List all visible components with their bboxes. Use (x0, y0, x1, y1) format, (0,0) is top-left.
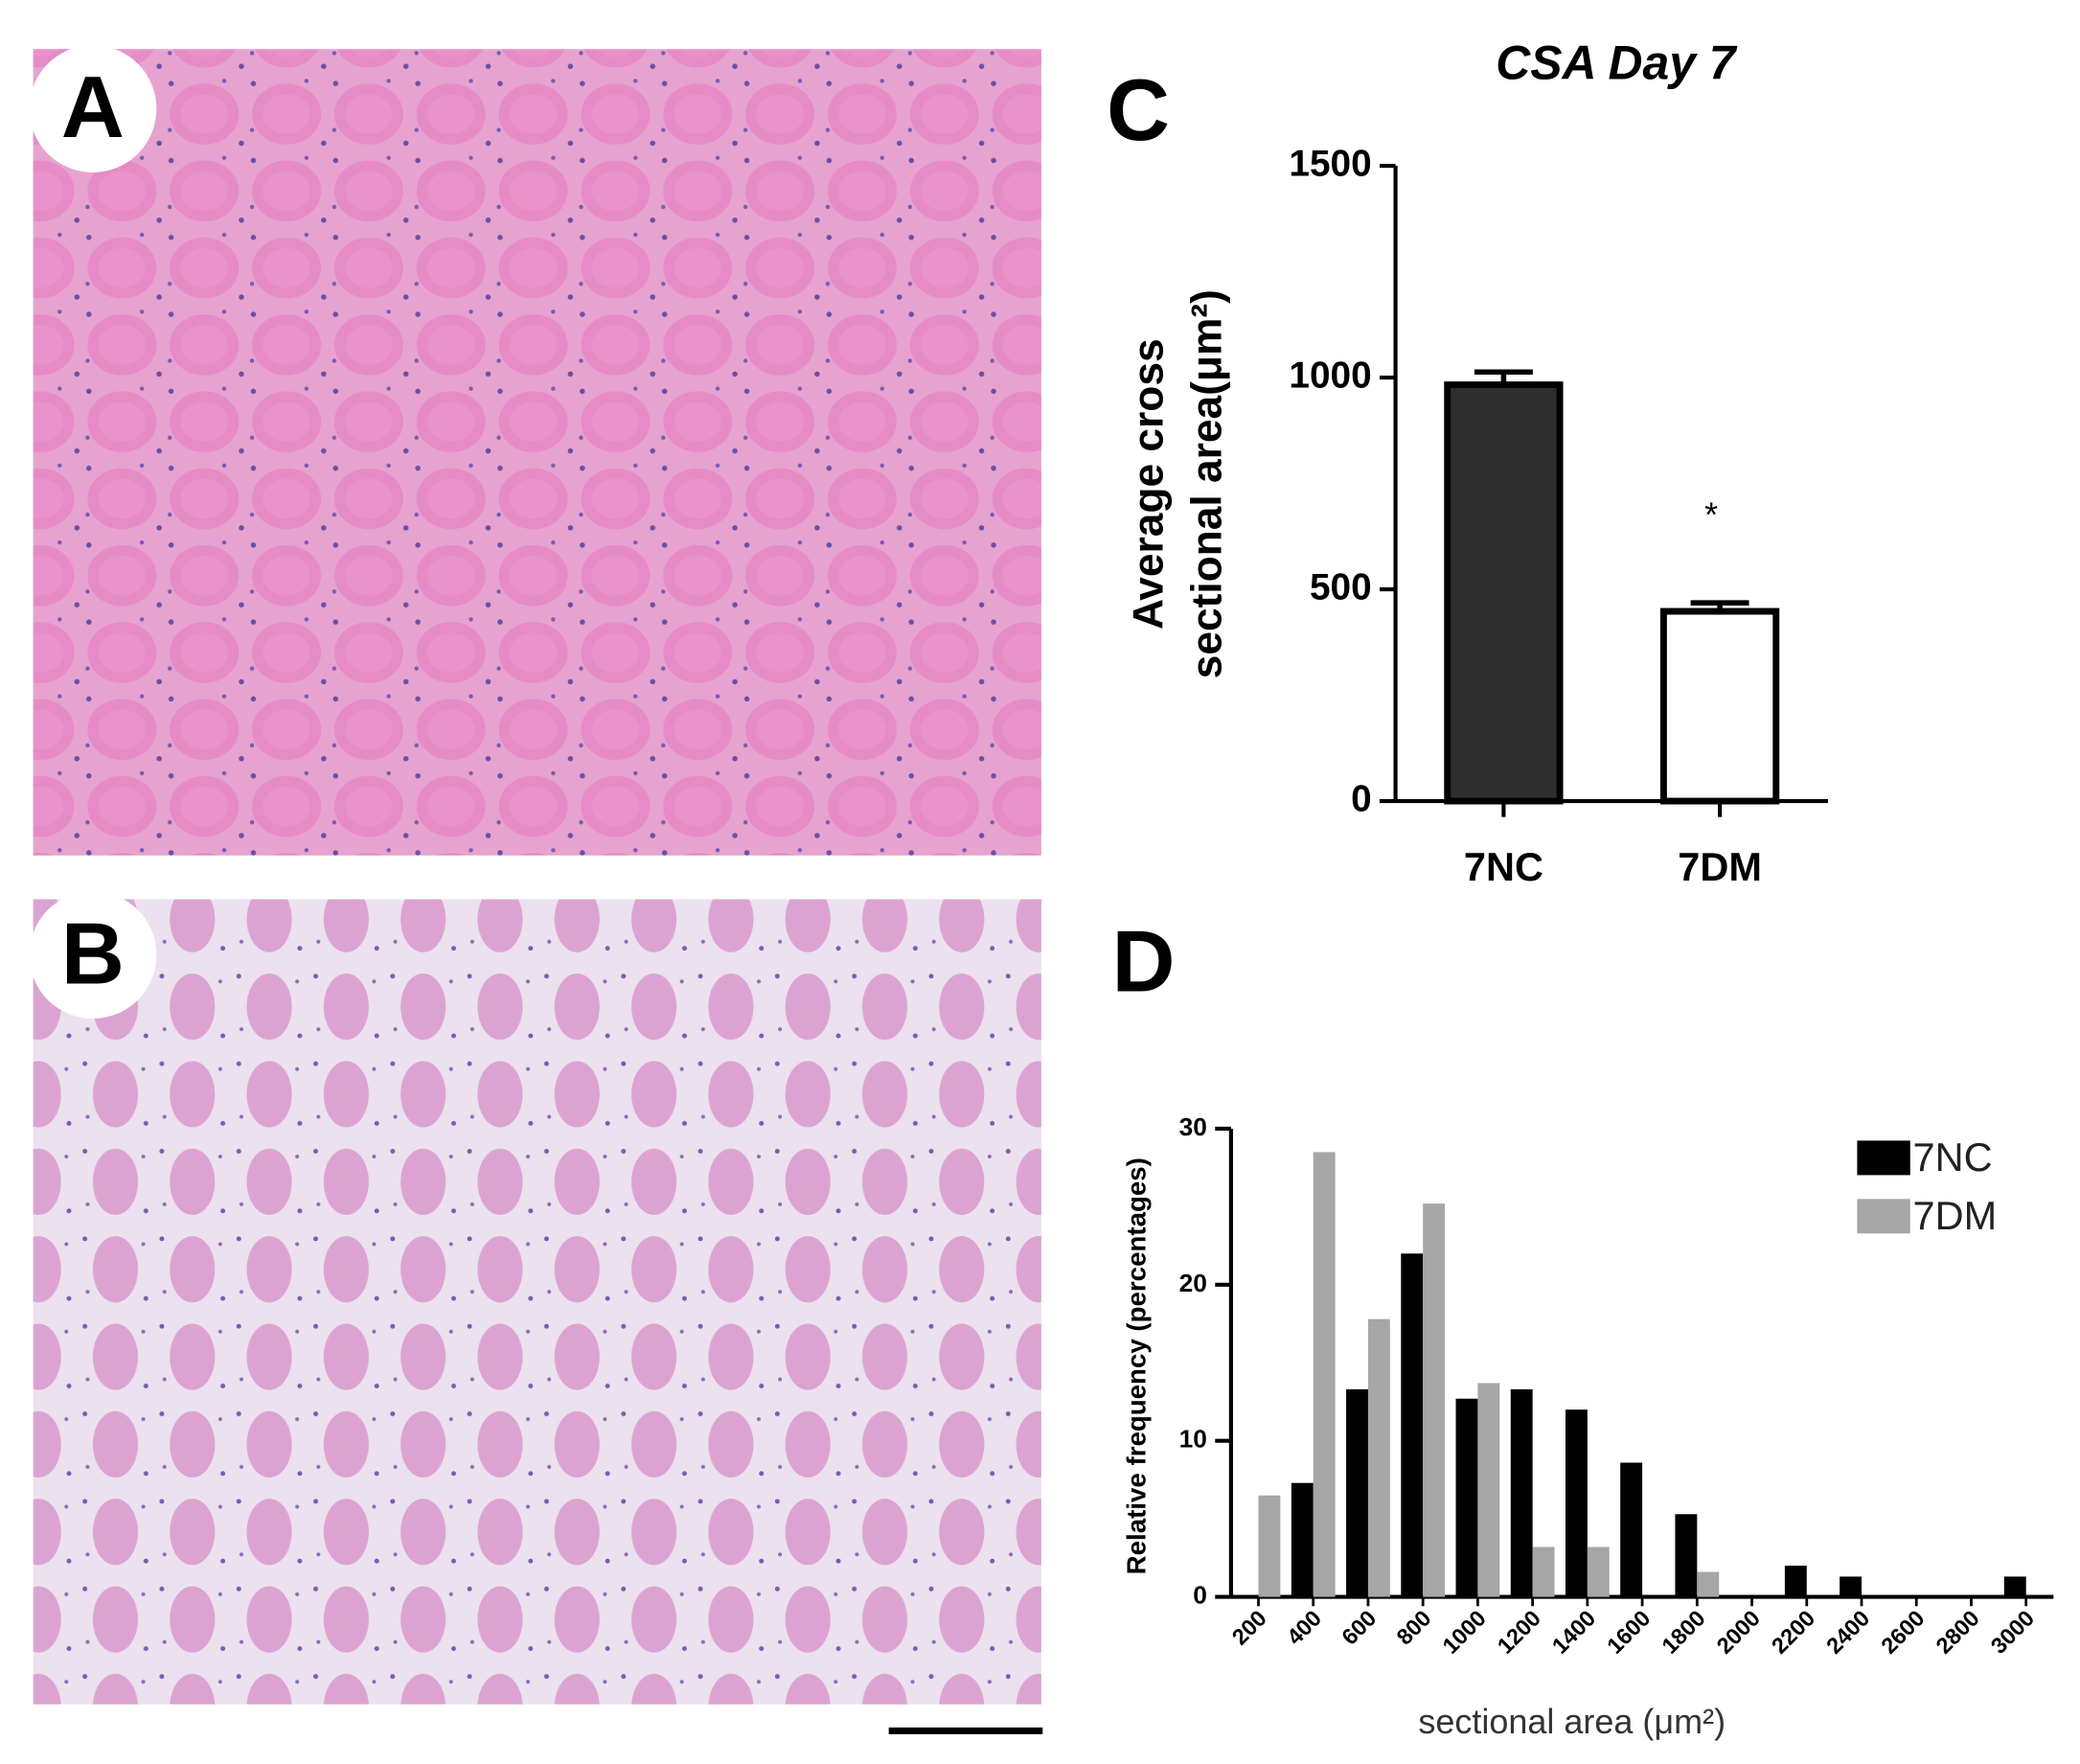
y-axis-label: sectional area(μm²) (1183, 289, 1230, 678)
x-tick-label: 2000 (1712, 1606, 1765, 1659)
legend-swatch (1857, 1140, 1910, 1176)
x-tick-label: 1800 (1657, 1606, 1709, 1659)
x-tick-label: 3000 (1986, 1606, 2039, 1659)
bar (1840, 1576, 1863, 1597)
y-tick-label: 0 (1351, 778, 1372, 819)
y-tick-label: 500 (1310, 566, 1372, 607)
bar (1455, 1398, 1478, 1597)
panel-badge (29, 45, 157, 172)
bar (1784, 1566, 1807, 1597)
panel-label: A (61, 58, 125, 156)
x-tick-label: 1200 (1493, 1606, 1545, 1659)
y-tick-label: 1000 (1289, 355, 1371, 396)
x-tick-label: 2800 (1931, 1606, 1984, 1659)
bar (1510, 1388, 1533, 1597)
micrograph-b (33, 899, 1041, 1705)
x-tick-label: 800 (1392, 1606, 1436, 1650)
panel-label: C (1107, 61, 1170, 159)
significance-mark: * (1704, 494, 1718, 534)
legend-swatch (1857, 1199, 1910, 1234)
bar (1587, 1546, 1610, 1597)
bar (1313, 1152, 1336, 1597)
bar (1401, 1253, 1424, 1597)
x-tick-label: 1600 (1602, 1606, 1655, 1659)
bar (1697, 1571, 1720, 1597)
y-tick-label: 30 (1179, 1112, 1207, 1141)
panel-badge (29, 891, 157, 1019)
panel-label: D (1111, 913, 1175, 1011)
micrograph-a (33, 49, 1041, 856)
x-tick-label: 1000 (1437, 1606, 1490, 1659)
panel-label: B (61, 905, 125, 1002)
x-tick-label: 7NC (1464, 844, 1543, 889)
y-axis-label: Average cross (1126, 338, 1173, 630)
chart-title: CSA Day 7 (1496, 35, 1737, 89)
legend-label: 7NC (1913, 1134, 1993, 1180)
y-axis-label: Relative frequency (percentages) (1121, 1157, 1151, 1574)
y-tick-label: 10 (1179, 1425, 1207, 1454)
x-tick-label: 1400 (1547, 1606, 1600, 1659)
x-tick-label: 2200 (1767, 1606, 1819, 1659)
x-tick-label: 600 (1337, 1606, 1381, 1650)
x-tick-label: 7DM (1678, 844, 1762, 889)
x-tick-label: 2600 (1876, 1606, 1929, 1659)
y-tick-label: 20 (1179, 1269, 1207, 1297)
bar (1620, 1462, 1643, 1597)
legend-label: 7DM (1913, 1193, 1998, 1238)
bar (1477, 1383, 1500, 1597)
x-axis-label: sectional area (μm²) (1418, 1702, 1726, 1741)
bar (1291, 1482, 1314, 1597)
x-tick-label: 400 (1282, 1606, 1326, 1650)
bar (1444, 381, 1564, 805)
x-tick-label: 2400 (1821, 1606, 1874, 1659)
bar (1346, 1388, 1368, 1597)
bar (1532, 1546, 1555, 1597)
bar (2003, 1576, 2026, 1597)
bar (1565, 1409, 1588, 1597)
bar (1675, 1514, 1698, 1597)
y-tick-label: 1500 (1289, 143, 1371, 184)
bar (1659, 607, 1780, 805)
bar (1423, 1203, 1446, 1597)
bar (1367, 1318, 1390, 1597)
y-tick-label: 0 (1193, 1581, 1207, 1610)
x-tick-label: 200 (1227, 1606, 1271, 1650)
bar (1258, 1495, 1281, 1597)
